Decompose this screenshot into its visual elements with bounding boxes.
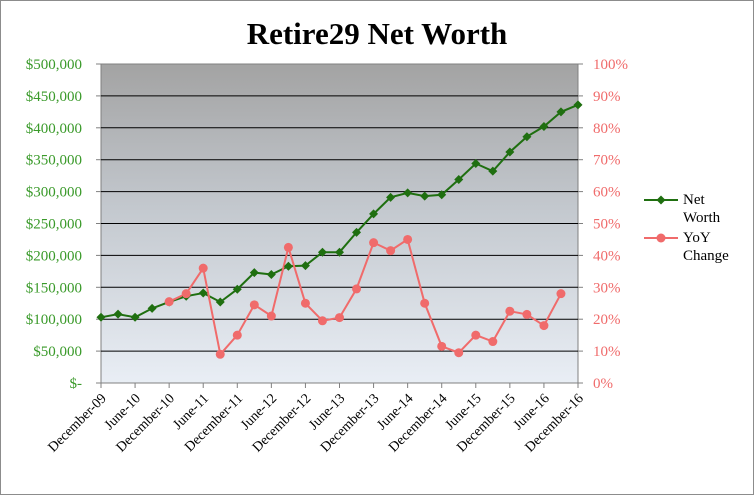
data-point-net-worth xyxy=(130,312,140,322)
data-point-yoy-change xyxy=(539,321,549,331)
data-point-net-worth xyxy=(488,166,498,176)
y-axis-right: 0% 10% 20% 30% 40% 50% 60% 70% 80% 90% 100% xyxy=(578,57,628,392)
data-point-net-worth xyxy=(300,261,310,271)
y-left-tick-label: $250,000 xyxy=(26,217,82,233)
y-right-tick-label: 40% xyxy=(593,248,621,264)
y-right-tick-label: 20% xyxy=(593,312,621,328)
data-point-yoy-change xyxy=(249,300,259,310)
legend-marker-net-worth xyxy=(656,195,666,205)
data-point-yoy-change xyxy=(266,311,276,321)
data-point-yoy-change xyxy=(471,330,481,340)
y-right-tick-label: 0% xyxy=(593,376,613,392)
legend-label-yoy-change: YoY Change xyxy=(683,230,729,264)
data-point-net-worth xyxy=(437,190,447,200)
data-point-net-worth xyxy=(420,191,430,201)
y-left-tick-label: $50,000 xyxy=(33,344,82,360)
data-point-yoy-change xyxy=(335,313,344,323)
y-left-tick-label: $100,000 xyxy=(26,312,82,328)
y-left-tick-label: $150,000 xyxy=(26,280,82,296)
data-point-net-worth xyxy=(198,288,208,298)
data-point-net-worth xyxy=(352,227,362,237)
data-point-net-worth xyxy=(522,132,532,142)
data-point-yoy-change xyxy=(420,298,430,308)
data-point-net-worth xyxy=(232,284,242,294)
data-point-yoy-change xyxy=(232,330,242,340)
data-point-net-worth xyxy=(215,297,225,307)
data-point-yoy-change xyxy=(556,289,566,299)
data-point-yoy-change xyxy=(215,349,225,359)
data-point-yoy-change xyxy=(454,348,464,358)
data-point-yoy-change xyxy=(283,242,293,252)
y-right-tick-label: 100% xyxy=(593,57,628,73)
y-right-tick-label: 50% xyxy=(593,217,621,233)
data-point-net-worth xyxy=(556,107,566,117)
data-point-net-worth xyxy=(113,309,123,319)
data-point-yoy-change xyxy=(300,298,310,308)
data-point-yoy-change xyxy=(505,306,515,316)
data-point-net-worth xyxy=(335,247,344,257)
data-point-yoy-change xyxy=(352,284,362,294)
data-point-net-worth xyxy=(283,261,293,271)
data-point-net-worth xyxy=(249,268,259,278)
y-left-tick-label: $400,000 xyxy=(26,121,82,137)
y-left-tick-label: $350,000 xyxy=(26,153,82,169)
data-point-net-worth xyxy=(96,312,106,322)
data-point-net-worth xyxy=(505,147,515,157)
data-point-net-worth xyxy=(386,192,396,202)
y-left-tick-label: $500,000 xyxy=(26,57,82,73)
data-point-net-worth xyxy=(266,270,276,280)
y-right-tick-label: 90% xyxy=(593,89,621,105)
x-axis: December-09June-10December-10June-11Dece… xyxy=(46,383,587,456)
y-left-tick-label: $200,000 xyxy=(26,248,82,264)
series-markers xyxy=(96,100,583,359)
y-right-tick-label: 30% xyxy=(593,280,621,296)
y-right-tick-label: 10% xyxy=(593,344,621,360)
data-point-net-worth xyxy=(539,122,549,132)
data-point-net-worth xyxy=(147,303,157,313)
data-point-yoy-change xyxy=(403,234,413,244)
y-left-tick-label: $300,000 xyxy=(26,185,82,201)
data-point-net-worth xyxy=(573,100,583,110)
data-point-net-worth xyxy=(403,188,413,198)
data-point-yoy-change xyxy=(181,289,191,299)
data-point-net-worth xyxy=(317,247,327,257)
data-point-net-worth xyxy=(369,209,379,219)
data-point-yoy-change xyxy=(488,337,498,347)
data-point-yoy-change xyxy=(522,309,532,319)
data-point-yoy-change xyxy=(369,238,379,248)
chart-title: Retire29 Net Worth xyxy=(247,16,508,51)
data-point-net-worth xyxy=(454,174,464,184)
x-tick-label: December-09 xyxy=(46,391,110,455)
data-point-yoy-change xyxy=(317,316,327,326)
legend: Net Worth YoY Change xyxy=(644,192,729,264)
data-point-yoy-change xyxy=(386,246,396,256)
data-point-yoy-change xyxy=(437,341,447,351)
y-right-tick-label: 70% xyxy=(593,153,621,169)
y-right-tick-label: 60% xyxy=(593,185,621,201)
data-point-yoy-change xyxy=(198,263,208,273)
legend-marker-yoy-change xyxy=(656,233,666,243)
y-right-tick-label: 80% xyxy=(593,121,621,137)
y-axis-left: $- $50,000 $100,000 $150,000 $200,000 $250,00… xyxy=(26,57,101,392)
data-point-yoy-change xyxy=(164,297,174,307)
y-left-tick-label: $450,000 xyxy=(26,89,82,105)
legend-label-net-worth: Net Worth xyxy=(683,192,721,226)
y-left-tick-label: $- xyxy=(70,376,83,392)
data-point-net-worth xyxy=(471,159,481,169)
